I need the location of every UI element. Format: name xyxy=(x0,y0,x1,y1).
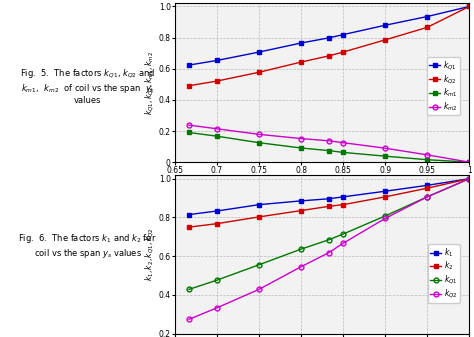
Legend: $k_1$, $k_2$, $k_{Q1}$, $k_{Q2}$: $k_1$, $k_2$, $k_{Q1}$, $k_{Q2}$ xyxy=(428,244,460,303)
Y-axis label: $k_{Q1}, k_{Q2}, k_{m1}, k_{m2}$: $k_{Q1}, k_{Q2}, k_{m1}, k_{m2}$ xyxy=(143,51,156,115)
Text: Fig.  6.  The factors $k_1$ and $k_2$ for
coil vs the span $y_s$ values: Fig. 6. The factors $k_1$ and $k_2$ for … xyxy=(18,233,157,260)
Y-axis label: $k_1, k_2, k_{Q1}, k_{Q2}$: $k_1, k_2, k_{Q1}, k_{Q2}$ xyxy=(143,227,156,281)
Text: Fig.  5.  The factors $k_{Q1}$, $k_{Q2}$ and
$k_{m1}$,  $k_{m2}$  of coil vs the: Fig. 5. The factors $k_{Q1}$, $k_{Q2}$ a… xyxy=(20,67,155,105)
Legend: $k_{Q1}$, $k_{Q2}$, $k_{m1}$, $k_{m2}$: $k_{Q1}$, $k_{Q2}$, $k_{m1}$, $k_{m2}$ xyxy=(427,57,460,115)
X-axis label: $y_s$: $y_s$ xyxy=(317,177,328,188)
